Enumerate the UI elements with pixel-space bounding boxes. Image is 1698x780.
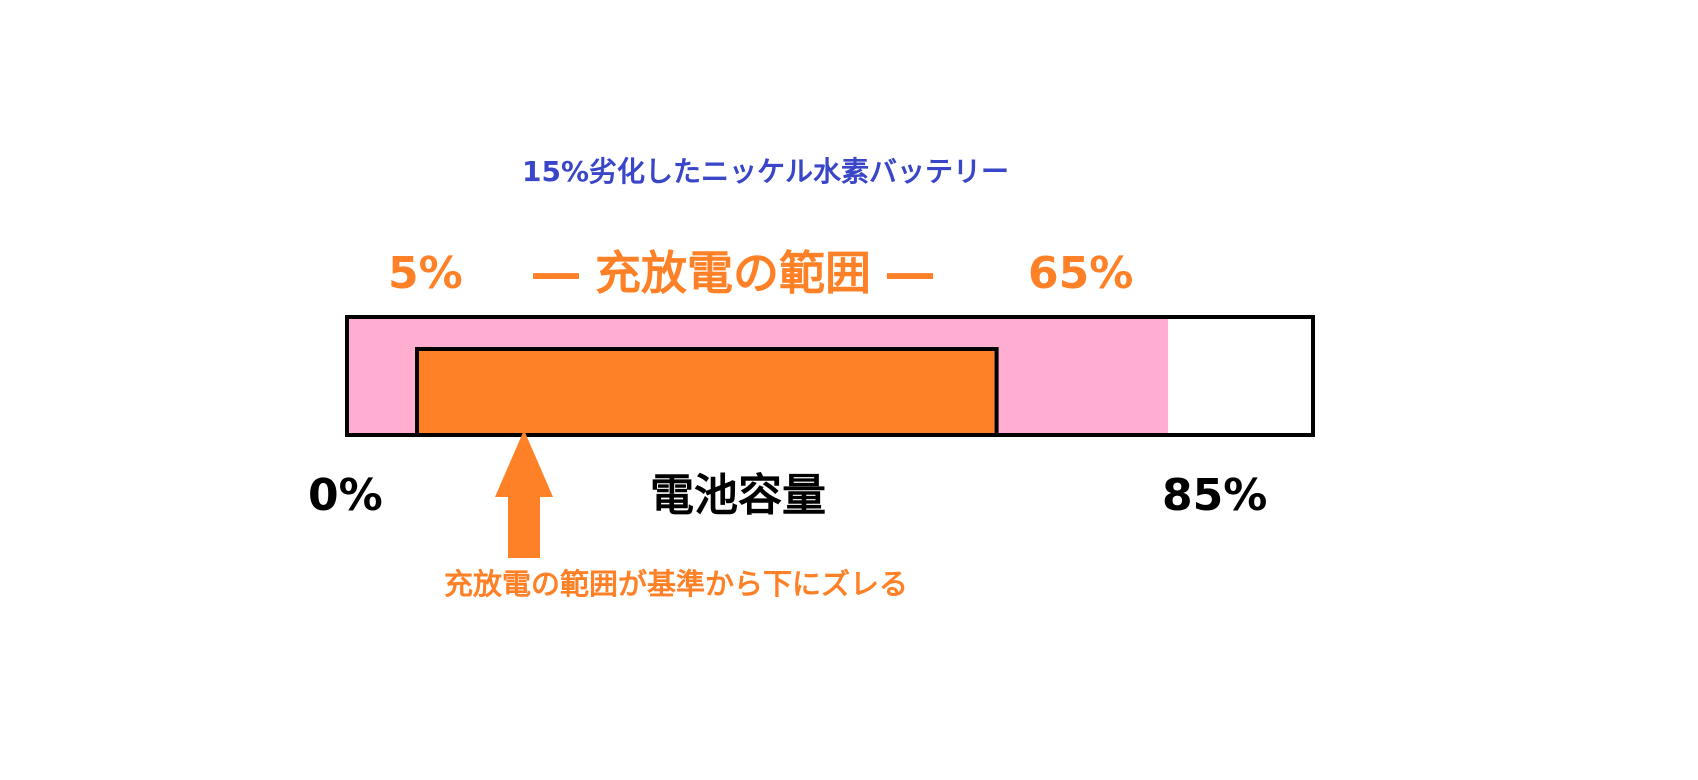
diagram-title: 15%劣化したニッケル水素バッテリー xyxy=(522,155,1010,188)
range-low-label: 5% xyxy=(388,248,463,299)
arrow-up-icon xyxy=(495,430,553,558)
range-label: ― 充放電の範囲 ― xyxy=(533,246,934,300)
battery-bar-outline xyxy=(345,315,1315,437)
axis-min-label: 0% xyxy=(308,470,383,521)
axis-label: 電池容量 xyxy=(650,470,826,521)
range-high-label: 65% xyxy=(1028,248,1134,299)
charge-range-bar xyxy=(415,347,999,437)
shift-note: 充放電の範囲が基準から下にズレる xyxy=(444,567,909,601)
axis-max-label: 85% xyxy=(1162,470,1268,521)
